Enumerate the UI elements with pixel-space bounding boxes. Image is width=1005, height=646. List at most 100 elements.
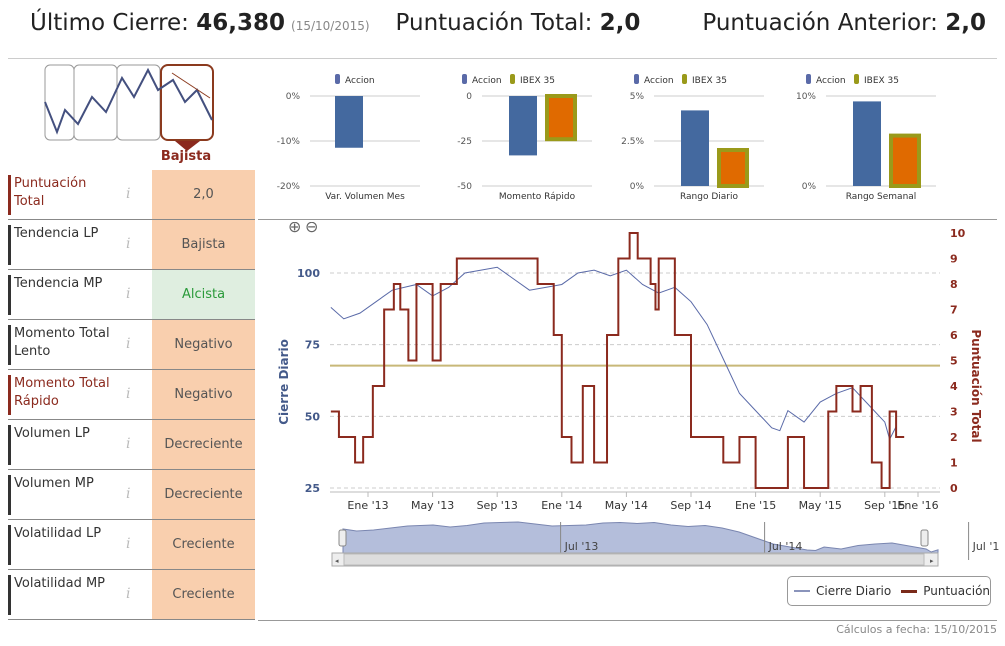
legend-label: IBEX 35 <box>864 76 899 86</box>
last-close-value: 46,380 <box>196 10 286 36</box>
mini-chart-1: 0% -10% -20% Accion Var. Volumen Mes <box>277 74 420 202</box>
indicator-value: Negativo <box>152 370 255 419</box>
y-tick-label: -50 <box>457 182 472 192</box>
zoom-out-icon: ⊖ <box>305 222 318 236</box>
last-close-date: (15/10/2015) <box>291 19 370 33</box>
legend-label: Accion <box>644 76 674 86</box>
navigator-area <box>342 521 939 561</box>
y-tick-label: 0% <box>630 182 645 192</box>
trend-selector[interactable]: Bajista <box>40 62 220 167</box>
mini-chart-title: Momento Rápido <box>499 192 576 202</box>
y-tick-label: 0 <box>466 92 472 102</box>
y2-tick-label: 1 <box>950 457 958 470</box>
indicator-value: Decreciente <box>152 420 255 469</box>
navigator-tick-label: Jul '15 <box>972 540 1000 553</box>
y2-tick-label: 3 <box>950 406 958 419</box>
indicator-row: Momento Total Lento i Negativo <box>8 320 255 370</box>
scroll-right-icon[interactable]: ▸ <box>930 557 934 565</box>
x-tick-label: May '13 <box>411 499 454 512</box>
trend-option-3[interactable] <box>116 64 161 141</box>
accion-bar <box>681 110 709 186</box>
legend-label: Accion <box>345 76 375 86</box>
legend-label: IBEX 35 <box>520 76 555 86</box>
cierre-diario-line <box>330 266 897 441</box>
info-icon[interactable]: i <box>126 286 131 302</box>
scroll-left-icon[interactable]: ◂ <box>335 557 339 565</box>
total-score-value: 2,0 <box>599 10 641 36</box>
indicator-row: Volatilidad LP i Creciente <box>8 520 255 570</box>
puntuacion-legend-swatch <box>901 589 918 593</box>
y-tick-label: 5% <box>630 92 645 102</box>
footer-divider <box>258 620 997 621</box>
info-icon[interactable]: i <box>126 536 131 552</box>
y2-axis-title: Puntuación Total <box>969 329 983 442</box>
info-icon[interactable]: i <box>126 436 131 452</box>
navigator-tick-label: Jul '13 <box>564 540 599 553</box>
info-icon[interactable]: i <box>126 386 131 402</box>
indicator-label: Tendencia LP <box>8 225 118 265</box>
header-divider <box>8 58 997 59</box>
legend-swatch <box>462 74 467 84</box>
y-tick-label: -20% <box>277 182 301 192</box>
previous-score-label: Puntuación Anterior: <box>702 10 938 36</box>
info-icon[interactable]: i <box>126 186 131 202</box>
legend-label: IBEX 35 <box>692 76 727 86</box>
indicator-label: Tendencia MP <box>8 275 118 315</box>
y-tick-label: 0% <box>802 182 817 192</box>
scrollbar-thumb[interactable] <box>343 553 925 566</box>
y2-tick-label: 2 <box>950 431 958 444</box>
zoom-in-icon: ⊕ <box>288 222 301 236</box>
indicator-label: Puntuación Total <box>8 175 118 215</box>
legend-swatch <box>854 74 859 84</box>
navigator-tick-label: Jul '14 <box>768 540 803 553</box>
legend-swatch <box>335 74 340 84</box>
navigator[interactable]: Jul '13 Jul '14 Jul '15 ◂ ▸ <box>331 521 1000 567</box>
legend-puntuacion[interactable]: Puntuación <box>923 584 991 598</box>
trend-option-1[interactable] <box>44 64 75 141</box>
info-icon[interactable]: i <box>126 336 131 352</box>
y2-tick-label: 7 <box>950 304 958 317</box>
indicator-value: Creciente <box>152 570 255 619</box>
y-tick-label: 0% <box>286 92 301 102</box>
navigator-right-handle[interactable] <box>920 529 929 547</box>
legend-label: Accion <box>816 76 846 86</box>
indicator-label: Volatilidad MP <box>8 575 118 615</box>
indicator-row: Volumen MP i Decreciente <box>8 470 255 520</box>
trend-option-bajista[interactable] <box>160 64 214 141</box>
indicator-row: Tendencia MP i Alcista <box>8 270 255 320</box>
indicator-label: Momento Total Lento <box>8 325 118 365</box>
y-tick-label: 100 <box>297 267 320 280</box>
indicator-row: Puntuación Total i 2,0 <box>8 170 255 220</box>
y-tick-label: 25 <box>305 482 320 495</box>
x-tick-label: Ene '15 <box>735 499 776 512</box>
trend-selected-label: Bajista <box>161 149 211 164</box>
y-tick-label: 75 <box>305 339 320 352</box>
mini-chart-title: Rango Semanal <box>846 192 917 202</box>
indicator-table: Puntuación Total i 2,0 Tendencia LP i Baj… <box>8 170 255 620</box>
info-icon[interactable]: i <box>126 486 131 502</box>
x-tick-label: Sep '13 <box>477 499 518 512</box>
y2-tick-label: 9 <box>950 253 958 266</box>
legend-swatch <box>634 74 639 84</box>
legend-cierre[interactable]: Cierre Diario <box>816 584 892 598</box>
trend-line-icon <box>44 67 213 135</box>
indicator-value: Decreciente <box>152 470 255 519</box>
indicator-label: Momento Total Rápido <box>8 375 118 415</box>
ibex-bar <box>889 133 921 188</box>
info-icon[interactable]: i <box>126 586 131 602</box>
y2-tick-label: 0 <box>950 482 958 495</box>
charts-divider <box>258 219 997 220</box>
last-close-label: Último Cierre: <box>30 10 189 36</box>
y-tick-label: -10% <box>277 137 301 147</box>
indicator-row: Momento Total Rápido i Negativo <box>8 370 255 420</box>
puntuacion-line <box>330 232 905 489</box>
indicator-row: Volumen LP i Decreciente <box>8 420 255 470</box>
navigator-left-handle[interactable] <box>338 529 347 547</box>
accion-bar <box>335 96 363 148</box>
info-icon[interactable]: i <box>126 236 131 252</box>
indicator-label: Volumen LP <box>8 425 118 465</box>
trend-arrow-icon <box>171 72 211 99</box>
y2-tick-label: 6 <box>950 329 958 342</box>
indicator-row: Volatilidad MP i Creciente <box>8 570 255 620</box>
